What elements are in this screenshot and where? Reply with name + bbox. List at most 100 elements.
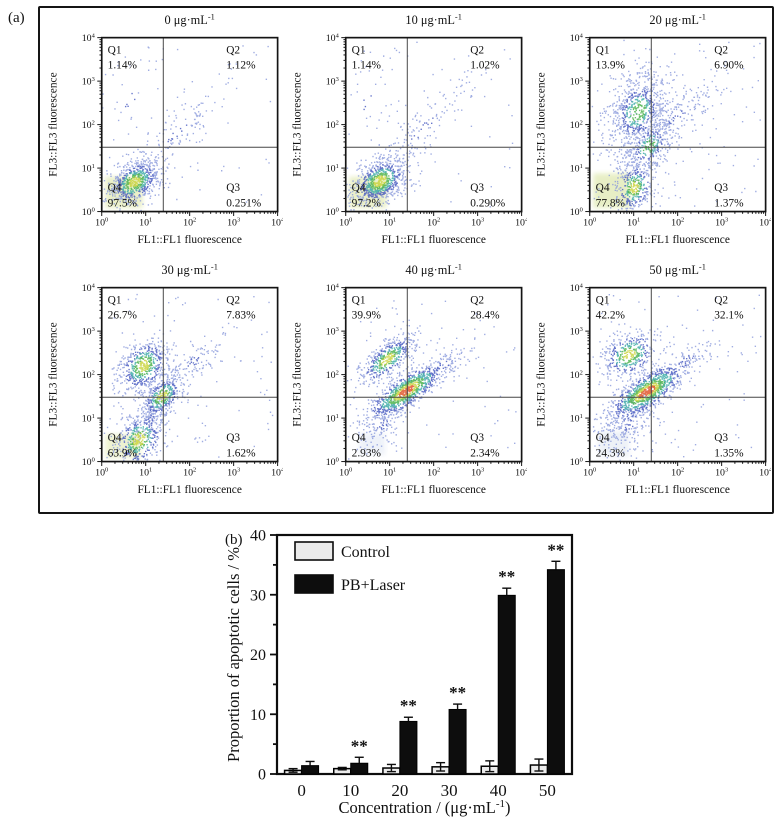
x-tick-label: 104 <box>515 217 527 229</box>
x-tick-label: 103 <box>227 217 240 229</box>
x-tick-label: 103 <box>715 467 728 479</box>
x-tick-label: 104 <box>759 467 771 479</box>
x-tick-label: 104 <box>271 467 283 479</box>
bar-y-tick-label: 10 <box>250 707 266 724</box>
x-tick-label: 102 <box>427 217 440 229</box>
bar-pb-laser <box>350 762 369 775</box>
x-tick-label: 100 <box>339 467 352 479</box>
y-tick-label: 101 <box>569 163 582 175</box>
quadrant-percent: 1.12% <box>226 59 256 71</box>
quadrant-name: Q2 <box>714 294 728 306</box>
y-tick-label: 100 <box>569 206 582 218</box>
scatter-dots <box>128 176 141 187</box>
quadrant-percent: 1.14% <box>107 59 137 71</box>
y-tick-label: 104 <box>569 282 583 294</box>
scatter-area <box>346 296 517 460</box>
quadrant-percent: 39.9% <box>351 309 381 321</box>
scatter-area <box>591 39 761 212</box>
flow-plot-title: 50 μg·mL-1 <box>649 262 705 276</box>
x-tick-label: 101 <box>627 217 640 229</box>
legend-swatch-pb-laser <box>294 574 334 594</box>
quadrant-name: Q3 <box>226 432 240 444</box>
scatter-area <box>103 293 273 462</box>
quadrant-percent: 0.251% <box>226 198 262 210</box>
quadrant-name: Q1 <box>595 44 609 56</box>
bar-pb-laser <box>546 569 565 775</box>
flow-plot-title: 0 μg·mL-1 <box>164 12 214 26</box>
x-tick-label: 103 <box>471 217 484 229</box>
bar-y-ticks <box>270 534 277 775</box>
scatter-dots <box>398 385 414 398</box>
flow-plot-title: 30 μg·mL-1 <box>161 262 217 276</box>
flow-x-axis-title: FL1::FL1 fluorescence <box>381 484 485 496</box>
bar-x-tick-label: 50 <box>539 781 556 800</box>
y-tick-label: 104 <box>81 32 95 44</box>
quadrant-percent: 1.37% <box>714 198 744 210</box>
bar-x-axis-title: Concentration / (μg·mL-1) <box>339 798 511 817</box>
bar-pb-laser <box>399 720 418 775</box>
scatter-dots <box>101 45 271 212</box>
y-tick-label: 100 <box>81 206 94 218</box>
x-tick-label: 101 <box>139 217 152 229</box>
legend-swatch-control <box>294 541 334 561</box>
x-tick-label: 100 <box>583 217 596 229</box>
axis-ticks <box>96 287 278 467</box>
quadrant-name: Q3 <box>714 182 728 194</box>
flow-x-axis-title: FL1::FL1 fluorescence <box>625 484 729 496</box>
significance-marker: ** <box>449 683 466 702</box>
flow-x-axis-title: FL1::FL1 fluorescence <box>625 234 729 246</box>
scatter-dots <box>618 346 665 405</box>
bar-x-tick-label: 0 <box>297 781 306 800</box>
y-tick-label: 103 <box>81 326 94 338</box>
flow-y-axis-title: FL3::FL3 fluorescence <box>47 322 59 426</box>
x-tick-label: 103 <box>227 467 240 479</box>
quadrant-percent: 1.62% <box>226 448 256 460</box>
quadrant-percent: 26.7% <box>107 309 137 321</box>
x-tick-label: 104 <box>759 217 771 229</box>
scatter-dots <box>365 168 395 194</box>
y-tick-label: 102 <box>569 119 582 131</box>
x-tick-label: 101 <box>139 467 152 479</box>
quadrant-percent: 32.1% <box>714 309 744 321</box>
quadrant-percent: 0.290% <box>470 198 506 210</box>
x-tick-label: 104 <box>271 217 283 229</box>
scatter-dots <box>121 170 148 194</box>
y-tick-label: 104 <box>325 282 339 294</box>
x-tick-label: 102 <box>183 467 196 479</box>
quadrant-percent: 24.3% <box>595 448 625 460</box>
significance-marker: ** <box>351 736 368 755</box>
scatter-dots <box>378 350 424 405</box>
quadrant-name: Q3 <box>226 182 240 194</box>
y-tick-label: 100 <box>569 456 582 468</box>
x-tick-label: 101 <box>383 217 396 229</box>
quadrant-name: Q2 <box>226 294 240 306</box>
x-tick-label: 102 <box>427 467 440 479</box>
x-tick-label: 100 <box>339 217 352 229</box>
quadrant-percent: 42.2% <box>595 309 625 321</box>
quadrant-name: Q4 <box>595 432 609 444</box>
bar-x-tick-label: 40 <box>490 781 507 800</box>
scatter-dots <box>620 90 686 207</box>
flow-y-axis-title: FL3::FL3 fluorescence <box>291 322 303 426</box>
flow-y-axis-title: FL3::FL3 fluorescence <box>291 72 303 176</box>
axis-ticks <box>584 37 766 217</box>
x-tick-label: 101 <box>383 467 396 479</box>
quadrant-name: Q3 <box>470 182 484 194</box>
scatter-dots <box>622 349 659 402</box>
significance-marker: ** <box>547 540 564 559</box>
flow-plot-title: 20 μg·mL-1 <box>649 12 705 26</box>
x-tick-label: 104 <box>515 467 527 479</box>
quadrant-percent: 13.9% <box>595 59 625 71</box>
quadrant-name: Q1 <box>351 294 365 306</box>
x-tick-label: 102 <box>671 467 684 479</box>
quadrant-percent: 2.34% <box>470 448 500 460</box>
bar-x-tick-label: 20 <box>391 781 408 800</box>
bar-x-tick-label: 10 <box>342 781 359 800</box>
x-tick-label: 103 <box>715 217 728 229</box>
y-tick-label: 102 <box>81 369 94 381</box>
scatter-area <box>101 45 271 212</box>
flow-y-axis-title: FL3::FL3 fluorescence <box>535 322 547 426</box>
